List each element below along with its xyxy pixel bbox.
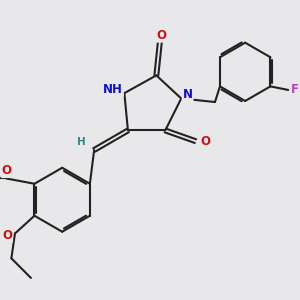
Text: H: H — [77, 137, 86, 147]
Text: O: O — [2, 164, 12, 177]
Text: NH: NH — [103, 83, 123, 96]
Text: F: F — [291, 83, 299, 96]
Text: O: O — [200, 135, 210, 148]
Text: O: O — [157, 29, 167, 42]
Text: N: N — [183, 88, 193, 101]
Text: O: O — [2, 229, 12, 242]
